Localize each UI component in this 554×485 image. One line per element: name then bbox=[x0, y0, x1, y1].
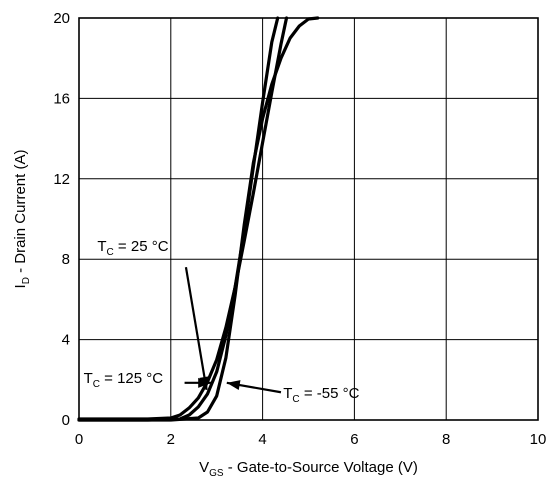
y-tick-label: 8 bbox=[62, 251, 70, 268]
annotation-arrowhead bbox=[226, 380, 241, 390]
annotation-label: TC = -55 °C bbox=[283, 385, 359, 405]
x-axis-title: VGS - Gate-to-Source Voltage (V) bbox=[199, 459, 418, 479]
x-tick-label: 6 bbox=[350, 431, 358, 448]
x-tick-label: 4 bbox=[258, 431, 266, 448]
series-curves bbox=[77, 16, 320, 422]
y-tick-label: 4 bbox=[62, 332, 70, 349]
x-tick-label: 10 bbox=[530, 431, 547, 448]
y-tick-label: 20 bbox=[53, 10, 70, 27]
series-line-3 bbox=[77, 16, 320, 422]
y-tick-label: 0 bbox=[62, 412, 70, 429]
x-tick-label: 2 bbox=[167, 431, 175, 448]
annotation-label: TC = 125 °C bbox=[84, 370, 164, 390]
y-tick-label: 12 bbox=[53, 171, 70, 188]
plot-frame bbox=[78, 17, 539, 421]
annotation-arrow-line bbox=[184, 267, 208, 391]
y-tick-label: 16 bbox=[53, 90, 70, 107]
grid-lines bbox=[79, 18, 538, 420]
x-tick-label: 8 bbox=[442, 431, 450, 448]
annotation-arrowhead bbox=[198, 377, 212, 388]
annotation-label: TC = 25 °C bbox=[97, 238, 168, 258]
series-line-2 bbox=[77, 16, 289, 421]
y-axis-title: ID - Drain Current (A) bbox=[12, 150, 32, 289]
tick-labels: 0 2 4 6 8 10 0 4 8 12 16 20 bbox=[53, 10, 546, 448]
x-tick-label: 0 bbox=[75, 431, 83, 448]
annotations: TC = 25 °C TC = 125 °C TC = -55 °C bbox=[84, 238, 360, 405]
